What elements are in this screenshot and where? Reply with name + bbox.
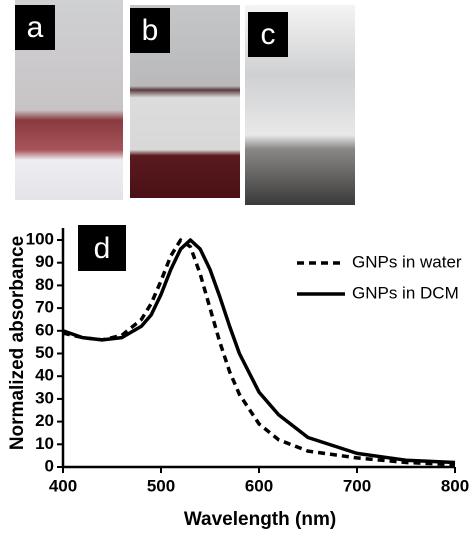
panel-label: b xyxy=(142,14,159,47)
x-tick-label: 400 xyxy=(49,476,77,495)
y-tick-label: 70 xyxy=(35,298,54,317)
label-box xyxy=(248,12,288,57)
x-tick-label: 700 xyxy=(343,476,371,495)
panel-label: d xyxy=(94,232,111,265)
y-tick-label: 90 xyxy=(35,252,54,271)
x-tick-label: 600 xyxy=(245,476,273,495)
y-tick-label: 10 xyxy=(35,434,54,453)
line-series xyxy=(62,238,456,467)
label-box xyxy=(130,8,170,53)
label-box xyxy=(15,5,55,50)
x-axis-label: Wavelength (nm) xyxy=(184,509,336,530)
y-tick-label: 60 xyxy=(35,320,54,339)
y-tick-label: 80 xyxy=(35,275,54,294)
line-series xyxy=(62,238,456,465)
y-tick-label: 100 xyxy=(26,229,54,248)
y-tick-label: 20 xyxy=(35,411,54,430)
legend-label: GNPs in DCM xyxy=(352,283,459,302)
label-box xyxy=(78,225,126,271)
y-tick-label: 30 xyxy=(35,388,54,407)
legend-label: GNPs in water xyxy=(352,252,462,271)
y-axis-label: Normalized absorbance xyxy=(7,236,28,450)
panel-label: c xyxy=(261,18,276,51)
x-tick-label: 500 xyxy=(147,476,175,495)
x-tick-label: 800 xyxy=(441,476,469,495)
panel-label: a xyxy=(27,11,44,44)
y-tick-label: 40 xyxy=(35,366,54,385)
y-tick-label: 0 xyxy=(45,456,54,475)
y-tick-label: 50 xyxy=(35,343,54,362)
